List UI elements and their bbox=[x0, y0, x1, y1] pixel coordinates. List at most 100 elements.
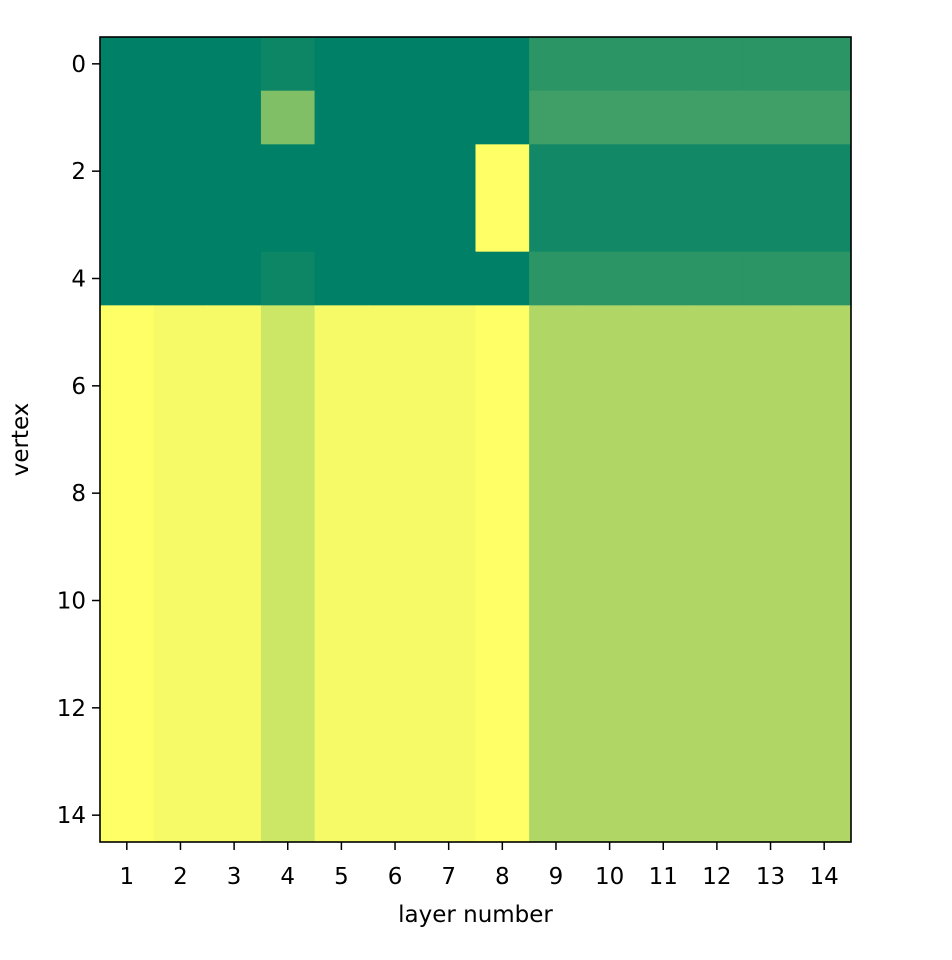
heatmap-cell bbox=[582, 90, 638, 145]
heatmap-cell bbox=[368, 466, 423, 521]
heatmap-cell bbox=[690, 466, 745, 521]
y-tick-label: 2 bbox=[71, 159, 86, 185]
heatmap-cell bbox=[743, 412, 798, 467]
heatmap-cell bbox=[207, 359, 262, 414]
x-tick-label: 8 bbox=[495, 864, 510, 890]
heatmap-cell bbox=[421, 520, 477, 575]
heatmap-cell bbox=[743, 305, 798, 360]
heatmap-cell bbox=[797, 788, 852, 843]
heatmap-cell bbox=[153, 251, 208, 306]
heatmap-cell bbox=[582, 412, 638, 467]
heatmap-cell bbox=[475, 734, 530, 789]
heatmap-cell bbox=[421, 37, 477, 92]
heatmap-cell bbox=[421, 144, 477, 199]
heatmap-cell bbox=[743, 37, 798, 92]
heatmap-cell bbox=[743, 359, 798, 414]
plot-frame bbox=[99, 36, 852, 843]
y-tick-label: 4 bbox=[71, 267, 86, 293]
heatmap-cell bbox=[797, 573, 852, 628]
heatmap-cell bbox=[529, 520, 584, 575]
heatmap-cell bbox=[582, 359, 638, 414]
heatmap-cell bbox=[314, 788, 369, 843]
heatmap-cell bbox=[797, 681, 852, 736]
heatmap-cell bbox=[314, 37, 369, 92]
heatmap-cell bbox=[582, 627, 638, 682]
heatmap-cell bbox=[797, 90, 852, 145]
heatmap-cell bbox=[207, 37, 262, 92]
heatmap-cell bbox=[421, 412, 477, 467]
heatmap-cell bbox=[797, 37, 852, 92]
heatmap-cell bbox=[368, 144, 423, 199]
heatmap-cell bbox=[797, 144, 852, 199]
heatmap-cell bbox=[260, 37, 316, 92]
heatmap-cell bbox=[314, 198, 369, 253]
heatmap-cell bbox=[690, 37, 745, 92]
heatmap-cell bbox=[636, 90, 691, 145]
heatmap-cell bbox=[100, 251, 155, 306]
heatmap-cell bbox=[368, 251, 423, 306]
heatmap-cell bbox=[207, 144, 262, 199]
heatmap-cell bbox=[690, 681, 745, 736]
x-tick-label: 4 bbox=[280, 864, 295, 890]
heatmap-cell bbox=[475, 788, 530, 843]
heatmap-cell bbox=[797, 251, 852, 306]
heatmap-cell bbox=[636, 412, 691, 467]
heatmap-cell bbox=[690, 573, 745, 628]
heatmap-cell bbox=[153, 37, 208, 92]
heatmap-cell bbox=[690, 359, 745, 414]
heatmap-cell bbox=[100, 466, 155, 521]
heatmap-cell bbox=[100, 37, 155, 92]
heatmap-cell bbox=[743, 466, 798, 521]
heatmap-cell bbox=[207, 627, 262, 682]
heatmap-cell bbox=[260, 573, 316, 628]
heatmap-cell bbox=[100, 573, 155, 628]
heatmap-cell bbox=[743, 520, 798, 575]
heatmap-cell bbox=[260, 198, 316, 253]
heatmap-cell bbox=[260, 681, 316, 736]
heatmap-cell bbox=[421, 305, 477, 360]
heatmap-cell bbox=[314, 627, 369, 682]
x-tick-label: 1 bbox=[120, 864, 135, 890]
heatmap-cell bbox=[636, 627, 691, 682]
heatmap-cell bbox=[582, 681, 638, 736]
heatmap-cell bbox=[368, 198, 423, 253]
heatmap-cells bbox=[100, 37, 852, 843]
heatmap-cell bbox=[743, 788, 798, 843]
heatmap-cell bbox=[100, 520, 155, 575]
x-tick-label: 6 bbox=[388, 864, 403, 890]
heatmap-cell bbox=[421, 251, 477, 306]
heatmap-cell bbox=[475, 573, 530, 628]
heatmap-cell bbox=[636, 305, 691, 360]
heatmap-cell bbox=[207, 520, 262, 575]
heatmap-cell bbox=[797, 412, 852, 467]
x-tick-label: 13 bbox=[756, 864, 785, 890]
heatmap-cell bbox=[368, 90, 423, 145]
heatmap-cell bbox=[368, 627, 423, 682]
heatmap-cell bbox=[153, 305, 208, 360]
heatmap-cell bbox=[314, 359, 369, 414]
heatmap-cell bbox=[690, 520, 745, 575]
heatmap-cell bbox=[207, 90, 262, 145]
heatmap-cell bbox=[743, 144, 798, 199]
heatmap-cell bbox=[314, 305, 369, 360]
heatmap-cell bbox=[100, 412, 155, 467]
heatmap-cell bbox=[529, 144, 584, 199]
heatmap-cell bbox=[207, 198, 262, 253]
heatmap-cell bbox=[100, 681, 155, 736]
heatmap-cell bbox=[475, 305, 530, 360]
heatmap-cell bbox=[207, 573, 262, 628]
heatmap-cell bbox=[314, 466, 369, 521]
heatmap-cell bbox=[475, 627, 530, 682]
heatmap-cell bbox=[260, 466, 316, 521]
heatmap-cell bbox=[153, 359, 208, 414]
heatmap-cell bbox=[475, 37, 530, 92]
x-tick-label: 11 bbox=[649, 864, 678, 890]
heatmap-cell bbox=[153, 734, 208, 789]
heatmap-cell bbox=[421, 788, 477, 843]
heatmap-cell bbox=[153, 520, 208, 575]
heatmap-cell bbox=[100, 734, 155, 789]
x-tick-label: 9 bbox=[549, 864, 564, 890]
heatmap-cell bbox=[421, 573, 477, 628]
heatmap-cell bbox=[690, 305, 745, 360]
heatmap-cell bbox=[636, 198, 691, 253]
